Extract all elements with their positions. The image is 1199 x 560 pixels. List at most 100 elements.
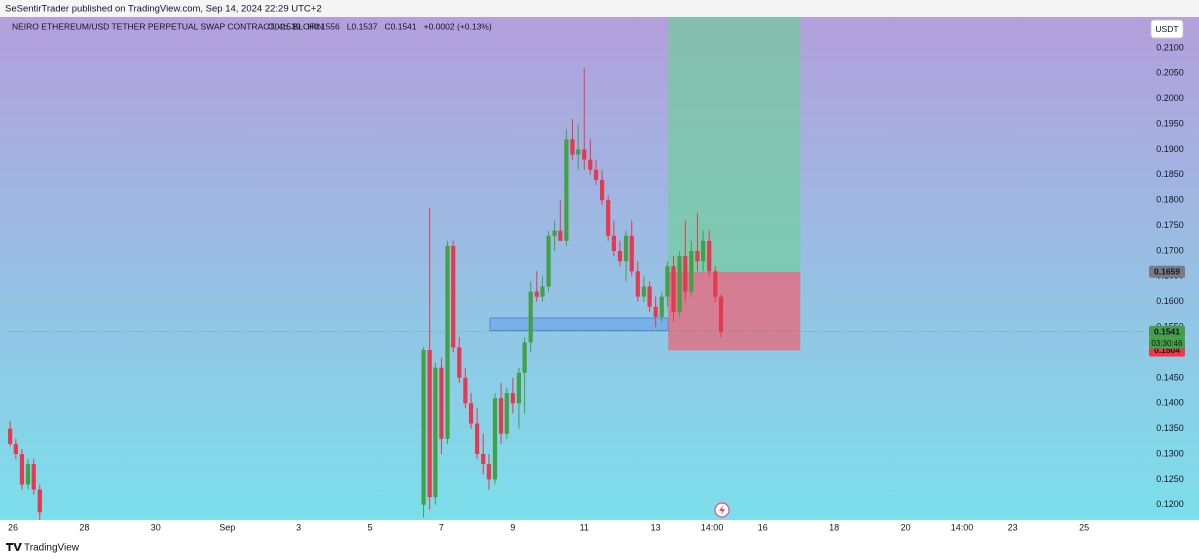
- candle-body: [599, 179, 605, 201]
- candle-body: [564, 139, 569, 241]
- header-bar: [0, 0, 1199, 17]
- candle-body: [707, 240, 712, 272]
- ohlc-value: O0.1539: [268, 21, 301, 31]
- candle-body: [475, 423, 480, 455]
- plot-background: [0, 17, 1199, 520]
- candle-body: [588, 159, 593, 170]
- candle-body: [635, 271, 640, 297]
- candle-body: [25, 464, 31, 485]
- ohlc-value: L0.1537: [347, 21, 378, 31]
- candle-body: [606, 200, 611, 236]
- x-tick-label: 26: [8, 522, 18, 532]
- candle-body: [546, 235, 551, 287]
- candle-body: [641, 286, 646, 297]
- price-tag-label: 0.1659: [1154, 267, 1180, 277]
- x-tick-label: 20: [901, 522, 911, 532]
- candle-body: [457, 347, 462, 378]
- candle-body: [534, 291, 539, 297]
- x-tick-label: 28: [79, 522, 89, 532]
- candle-body: [576, 149, 581, 155]
- candle-body: [451, 245, 456, 348]
- candle-body: [510, 393, 515, 404]
- candle-body: [8, 428, 13, 444]
- candle-body: [647, 286, 652, 307]
- candle-body: [31, 464, 36, 490]
- x-tick-label: 25: [1079, 522, 1089, 532]
- candle-body: [481, 454, 486, 465]
- candle-body: [689, 250, 694, 292]
- countdown: 03:30:46: [1151, 339, 1183, 348]
- ohlc-value: H0.1556: [308, 21, 340, 31]
- price-tag: [1149, 325, 1185, 338]
- x-tick-label: 9: [510, 522, 515, 532]
- candle-body: [611, 235, 616, 251]
- x-tick-label: 13: [651, 522, 661, 532]
- y-tick-label: 0.1950: [1156, 118, 1184, 128]
- candle-body: [13, 443, 18, 455]
- x-tick-label: 5: [368, 522, 373, 532]
- candle-body: [629, 235, 634, 272]
- profit-zone: [668, 17, 801, 272]
- candle-body: [439, 367, 444, 439]
- currency: USDT: [1155, 24, 1178, 34]
- ohlc-value: C0.1541: [385, 21, 417, 31]
- ohlc-header: O0.1539 H0.1556 L0.1537 C0.1541 +0.0002 (+0.…: [268, 21, 492, 31]
- y-tick-label: 0.1900: [1156, 144, 1184, 154]
- brand-logo: [6, 543, 22, 551]
- y-tick-label: 0.2050: [1156, 68, 1184, 78]
- y-tick-label: 0.1850: [1156, 169, 1184, 179]
- candle-body: [713, 271, 718, 297]
- candle-body: [623, 235, 629, 262]
- plot-layer: [8, 17, 1143, 520]
- y-tick-label: 0.1300: [1156, 448, 1184, 458]
- logo-mark: [6, 543, 22, 551]
- y-tick-label: 0.1200: [1156, 499, 1184, 509]
- candle-body: [498, 398, 504, 434]
- candle-body: [504, 393, 509, 434]
- ohlc-value: +0.0002 (+0.13%): [424, 21, 492, 31]
- price-tag-label: 0.1541: [1154, 326, 1180, 336]
- y-tick-label: 0.2000: [1156, 93, 1184, 103]
- candle-body: [695, 250, 700, 262]
- y-tick-label: 0.1800: [1156, 195, 1184, 205]
- candle-body: [701, 240, 706, 262]
- brand: TradingView: [24, 543, 80, 554]
- candle-body: [433, 367, 438, 498]
- lightning-icon[interactable]: [714, 502, 730, 518]
- candle-body: [445, 245, 450, 439]
- candle-body: [19, 454, 25, 485]
- y-tick-label: 0.2100: [1156, 42, 1184, 52]
- y-tick-label: 0.1350: [1156, 423, 1184, 433]
- x-tick-label: 30: [151, 522, 161, 532]
- candle-body: [522, 342, 527, 373]
- x-tick-label: 3: [296, 522, 301, 532]
- candle-body: [468, 403, 474, 424]
- y-tick-label: 0.1600: [1156, 296, 1184, 306]
- x-tick-label: 18: [829, 522, 839, 532]
- icon-bolt: [719, 505, 725, 515]
- candle-body: [677, 256, 682, 312]
- candle-body: [558, 230, 563, 241]
- y-tick-label: 0.1700: [1156, 245, 1184, 255]
- price-tag-label: 0.1504: [1154, 345, 1180, 355]
- candle-body: [582, 149, 587, 160]
- x-tick-label: Sep: [219, 522, 235, 532]
- footer-bar: [0, 520, 1199, 560]
- publisher: SeSentirTrader published on TradingView.…: [5, 4, 322, 15]
- currency-button[interactable]: [1150, 19, 1184, 39]
- candle-body: [683, 256, 688, 292]
- candle-body: [516, 372, 522, 404]
- candle-body: [552, 230, 557, 236]
- candle-body: [463, 377, 468, 404]
- price-tag: [1149, 265, 1185, 278]
- candle-body: [540, 286, 545, 297]
- loss-zone: [668, 271, 801, 351]
- candle-body: [665, 266, 670, 297]
- symbol-title: NEIRO ETHEREUM/USD TETHER PERPETUAL SWAP…: [12, 21, 323, 31]
- candle-body: [37, 489, 42, 513]
- candle-body: [486, 464, 492, 480]
- candle-body: [421, 349, 426, 505]
- candle-body: [427, 349, 432, 498]
